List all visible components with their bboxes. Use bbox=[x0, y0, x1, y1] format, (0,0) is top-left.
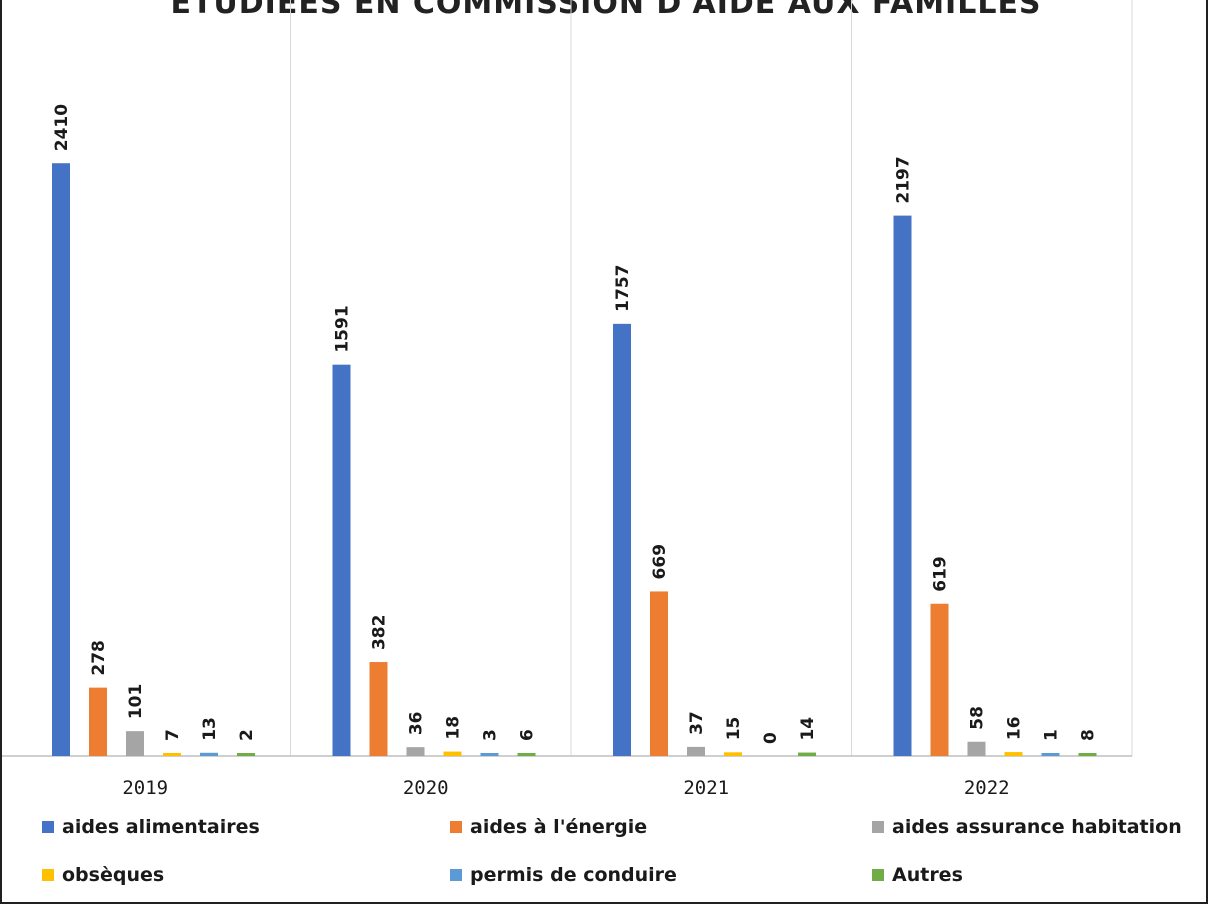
legend-item: Autres bbox=[872, 864, 963, 886]
bar bbox=[89, 687, 107, 756]
x-tick-label: 2019 bbox=[122, 777, 168, 799]
data-label: 36 bbox=[407, 711, 427, 735]
data-label: 7 bbox=[163, 729, 183, 741]
bar bbox=[406, 747, 425, 756]
legend-item: aides alimentaires bbox=[42, 816, 260, 838]
bar bbox=[52, 163, 70, 757]
bar bbox=[893, 215, 912, 756]
legend-item: obsèques bbox=[42, 864, 164, 886]
data-label: 14 bbox=[798, 717, 818, 741]
legend-label: Autres bbox=[892, 864, 963, 886]
data-label: 1 bbox=[1042, 729, 1062, 741]
legend-swatch bbox=[450, 821, 462, 833]
data-label: 8 bbox=[1079, 729, 1099, 741]
chart-legend: aides alimentaires aides à l'énergie aides… bbox=[42, 816, 1202, 896]
bar bbox=[332, 364, 351, 756]
bar bbox=[443, 751, 462, 756]
bar bbox=[1078, 753, 1097, 756]
data-label: 2410 bbox=[52, 104, 72, 151]
legend-item: aides à l'énergie bbox=[450, 816, 647, 838]
legend-label: aides alimentaires bbox=[62, 816, 260, 838]
data-label: 15 bbox=[724, 717, 744, 741]
data-label: 0 bbox=[761, 732, 781, 744]
data-label: 16 bbox=[1005, 716, 1025, 740]
chart-title: ÉTUDIÉES EN COMMISSION D'AIDE AUX FAMILL… bbox=[170, 0, 1042, 21]
x-tick-label: 2022 bbox=[964, 777, 1010, 799]
legend-item: aides assurance habitation bbox=[872, 816, 1182, 838]
data-label: 37 bbox=[687, 711, 707, 735]
bar bbox=[163, 753, 181, 756]
data-label: 278 bbox=[89, 640, 109, 676]
data-label: 58 bbox=[968, 706, 988, 730]
legend-label: permis de conduire bbox=[470, 864, 677, 886]
bar bbox=[930, 603, 949, 756]
bar bbox=[126, 731, 144, 756]
legend-swatch bbox=[450, 869, 462, 881]
data-label: 3 bbox=[481, 729, 501, 741]
data-label: 619 bbox=[931, 556, 951, 592]
data-label: 18 bbox=[444, 716, 464, 740]
bar bbox=[1004, 752, 1023, 756]
data-label: 6 bbox=[518, 729, 538, 741]
bar bbox=[1041, 753, 1060, 756]
bar bbox=[687, 746, 705, 756]
bar bbox=[237, 753, 255, 756]
legend-label: obsèques bbox=[62, 864, 165, 886]
legend-label: aides assurance habitation bbox=[892, 816, 1182, 838]
data-label: 1591 bbox=[333, 305, 353, 352]
legend-item: permis de conduire bbox=[450, 864, 677, 886]
data-label: 382 bbox=[370, 615, 390, 651]
bar bbox=[613, 323, 631, 756]
data-label: 1757 bbox=[613, 265, 633, 312]
bar bbox=[798, 752, 816, 756]
bar bbox=[200, 752, 218, 756]
x-tick-label: 2020 bbox=[403, 777, 449, 799]
bar bbox=[967, 741, 986, 756]
x-tick-label: 2021 bbox=[683, 777, 729, 799]
legend-swatch bbox=[42, 821, 54, 833]
data-label: 101 bbox=[126, 684, 146, 720]
bar bbox=[517, 753, 536, 756]
legend-swatch bbox=[872, 869, 884, 881]
data-label: 13 bbox=[200, 717, 220, 741]
legend-swatch bbox=[42, 869, 54, 881]
data-label: 669 bbox=[650, 544, 670, 580]
bar bbox=[480, 753, 499, 756]
data-label: 2 bbox=[237, 729, 257, 741]
bar bbox=[724, 752, 742, 756]
data-label: 2197 bbox=[894, 156, 914, 203]
legend-swatch bbox=[872, 821, 884, 833]
bar bbox=[650, 591, 668, 756]
bar bbox=[369, 662, 388, 756]
legend-label: aides à l'énergie bbox=[470, 816, 648, 838]
